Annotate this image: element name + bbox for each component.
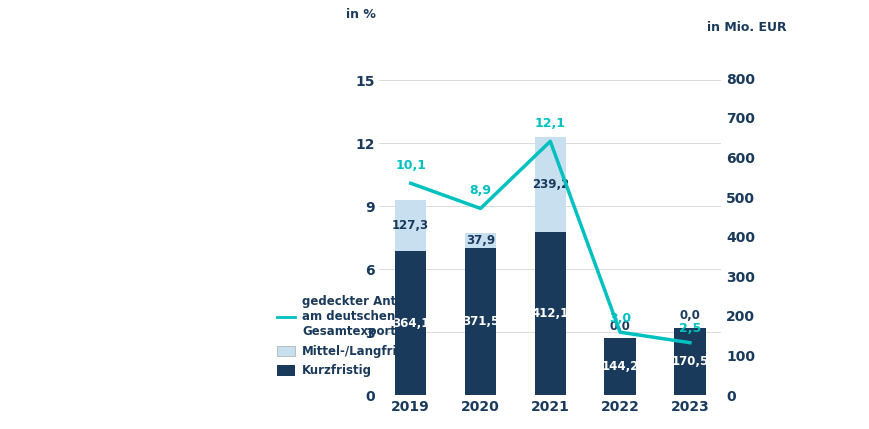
Bar xyxy=(604,338,635,395)
Text: 0,0: 0,0 xyxy=(609,320,630,333)
Bar xyxy=(395,251,426,395)
Text: 127,3: 127,3 xyxy=(392,219,428,232)
Text: 8,9: 8,9 xyxy=(469,184,491,197)
Y-axis label: in %: in % xyxy=(345,8,375,21)
Bar xyxy=(464,233,495,248)
Bar xyxy=(395,200,426,251)
Text: 37,9: 37,9 xyxy=(466,234,494,247)
Text: 412,1: 412,1 xyxy=(531,307,568,320)
Legend: gedeckter Anteil
am deutschen
Gesamtexport, Mittel-/Langfristig, Kurzfristig: gedeckter Anteil am deutschen Gesamtexpo… xyxy=(272,291,427,382)
Text: 170,5: 170,5 xyxy=(671,355,707,368)
Text: 2,5: 2,5 xyxy=(678,322,700,335)
Text: 144,2: 144,2 xyxy=(600,360,638,373)
Text: 12,1: 12,1 xyxy=(534,117,565,130)
Text: 10,1: 10,1 xyxy=(395,159,426,172)
Text: 0,0: 0,0 xyxy=(679,309,700,322)
Text: 3,0: 3,0 xyxy=(608,312,630,325)
Text: 371,5: 371,5 xyxy=(461,315,499,328)
Y-axis label: in Mio. EUR: in Mio. EUR xyxy=(706,21,786,34)
Bar xyxy=(464,248,495,395)
Text: 364,1: 364,1 xyxy=(392,317,429,329)
Text: 239,2: 239,2 xyxy=(531,178,568,191)
Bar xyxy=(534,232,566,395)
Bar xyxy=(534,137,566,232)
Bar xyxy=(673,328,705,395)
